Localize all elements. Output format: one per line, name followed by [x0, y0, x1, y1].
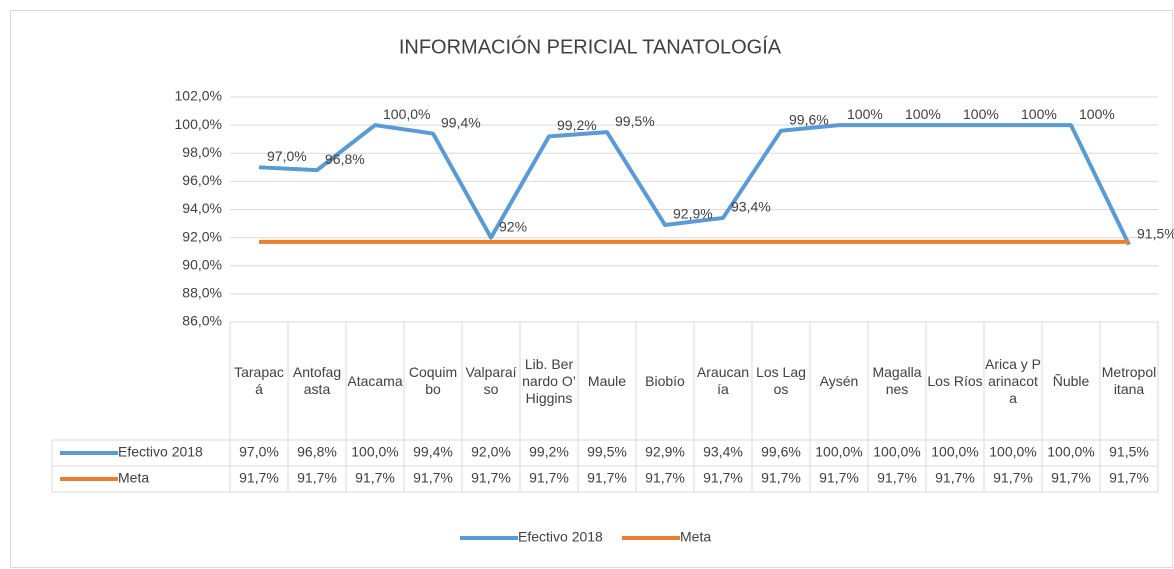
series-line [258, 123, 1131, 246]
table-cell: 91,7% [935, 470, 975, 486]
data-label: 99,5% [615, 113, 655, 129]
table-cell: 91,7% [239, 470, 279, 486]
table-cell: 99,5% [587, 444, 627, 460]
table-cell: 97,0% [239, 444, 279, 460]
category-cell: Arica y Parinacota [985, 355, 1042, 406]
x-tick-label: Magallanes [872, 364, 922, 397]
x-tick-label: Araucanía [696, 364, 750, 397]
table-cell: 91,7% [761, 470, 801, 486]
data-label: 97,0% [267, 148, 307, 164]
data-label: 99,6% [789, 111, 829, 127]
legend-label: Efectivo 2018 [518, 529, 603, 545]
table-cell: 99,4% [413, 444, 453, 460]
category-cell: Aysén [819, 372, 859, 389]
y-tick-label: 86,0% [182, 313, 222, 329]
table-cell: 100,0% [931, 444, 978, 460]
x-tick-label: Arica y Parinacota [985, 355, 1042, 406]
category-cell: Magallanes [872, 364, 922, 397]
data-label: 100% [847, 106, 883, 122]
x-tick-label: Aysén [819, 372, 859, 389]
category-cell: Tarapacá [234, 364, 284, 397]
x-tick-label: Coquimbo [408, 364, 458, 397]
table-cell: 100,0% [1047, 444, 1094, 460]
data-label: 96,8% [325, 151, 365, 167]
x-tick-label: Antofagasta [292, 364, 342, 397]
y-tick-label: 98,0% [182, 144, 222, 160]
category-cell: Atacama [347, 372, 403, 389]
table-cell: 92,9% [645, 444, 685, 460]
x-tick-label: Maule [587, 372, 627, 389]
table-cell: 91,7% [587, 470, 627, 486]
table-cell: 100,0% [815, 444, 862, 460]
category-cell: Metropolitana [1101, 364, 1157, 397]
category-cell: Coquimbo [408, 364, 458, 397]
y-tick-label: 90,0% [182, 256, 222, 272]
chart-title: INFORMACIÓN PERICIAL TANATOLOGÍA [399, 35, 782, 58]
table-cell: 99,6% [761, 444, 801, 460]
data-label: 92% [499, 218, 527, 234]
table-cell: 91,7% [1051, 470, 1091, 486]
data-label: 100% [1021, 106, 1057, 122]
table-cell: 93,4% [703, 444, 743, 460]
y-tick-label: 102,0% [175, 88, 222, 104]
category-cell: Los Lagos [756, 364, 806, 397]
y-tick-label: 88,0% [182, 285, 222, 301]
table-cell: 91,5% [1109, 444, 1149, 460]
table-cell: 91,7% [413, 470, 453, 486]
table-cell: 92,0% [471, 444, 511, 460]
data-label: 100% [963, 106, 999, 122]
chart-border [10, 10, 1173, 568]
row-header: Meta [118, 470, 149, 486]
x-tick-label: Biobío [645, 372, 685, 389]
category-cell: Antofagasta [292, 364, 342, 397]
data-label: 99,2% [557, 117, 597, 133]
x-tick-label: Los Ríos [927, 372, 983, 389]
category-cell: Biobío [645, 372, 685, 389]
y-tick-label: 92,0% [182, 228, 222, 244]
table-cell: 91,7% [877, 470, 917, 486]
x-tick-label: Atacama [347, 372, 403, 389]
table-cell: 91,7% [993, 470, 1033, 486]
data-label: 92,9% [673, 206, 713, 222]
category-cell: Los Ríos [927, 372, 983, 389]
table-cell: 91,7% [703, 470, 743, 486]
legend-label: Meta [680, 529, 711, 545]
category-cell: Lib. Bernardo O’ Higgins [522, 355, 576, 406]
table-cell: 91,7% [529, 470, 569, 486]
data-label: 100% [905, 106, 941, 122]
table-cell: 91,7% [471, 470, 511, 486]
category-cell: Maule [587, 372, 627, 389]
x-tick-label: Metropolitana [1101, 364, 1157, 397]
table-cell: 100,0% [351, 444, 398, 460]
x-tick-label: Lib. Bernardo O’ Higgins [522, 355, 576, 406]
data-label: 99,4% [441, 114, 481, 130]
row-header: Efectivo 2018 [118, 444, 203, 460]
table-cell: 91,7% [819, 470, 859, 486]
x-tick-label: Los Lagos [756, 364, 806, 397]
table-cell: 91,7% [645, 470, 685, 486]
y-tick-label: 96,0% [182, 172, 222, 188]
data-label: 91,5% [1137, 225, 1174, 241]
table-cell: 91,7% [355, 470, 395, 486]
category-cell: Araucanía [696, 364, 750, 397]
table-cell: 91,7% [1109, 470, 1149, 486]
x-tick-label: Tarapacá [234, 364, 284, 397]
data-label: 93,4% [731, 199, 771, 215]
x-tick-label: Ñuble [1052, 372, 1090, 389]
table-cell: 100,0% [989, 444, 1036, 460]
table-cell: 100,0% [873, 444, 920, 460]
y-tick-label: 100,0% [175, 116, 222, 132]
table-cell: 96,8% [297, 444, 337, 460]
x-tick-label: Valparaíso [465, 364, 517, 397]
y-tick-label: 94,0% [182, 200, 222, 216]
category-cell: Valparaíso [465, 364, 517, 397]
table-cell: 91,7% [297, 470, 337, 486]
table-cell: 99,2% [529, 444, 569, 460]
category-cell: Ñuble [1052, 372, 1090, 389]
data-label: 100% [1079, 106, 1115, 122]
data-label: 100,0% [383, 106, 430, 122]
